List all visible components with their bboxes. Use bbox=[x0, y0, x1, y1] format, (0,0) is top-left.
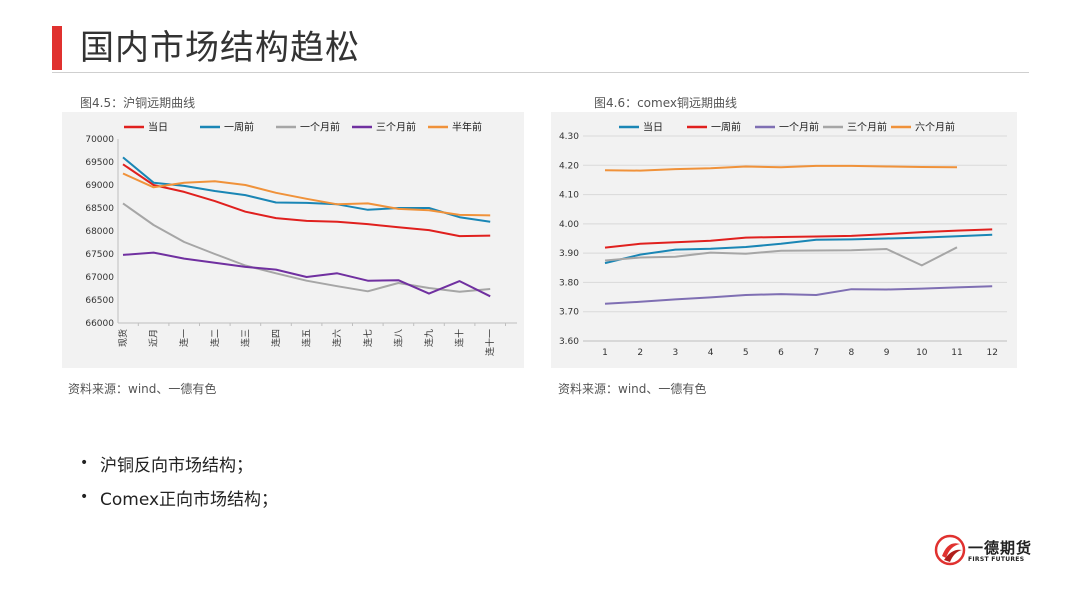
y-tick-label: 4.20 bbox=[559, 161, 579, 171]
title-accent-bar bbox=[52, 26, 62, 70]
x-tick-label: 2 bbox=[637, 348, 643, 358]
y-tick-label: 4.30 bbox=[559, 132, 579, 142]
chart-2-svg: 3.603.703.803.904.004.104.204.301 2 3 4 5 6 7 8… bbox=[559, 121, 1007, 358]
logo-english-name: FIRST FUTURES bbox=[968, 556, 1025, 563]
bullet-text: Comex正向市场结构； bbox=[100, 489, 279, 510]
y-tick-label: 3.90 bbox=[559, 249, 579, 259]
x-tick-label: 连三 bbox=[239, 329, 251, 347]
flame-swirl-logo-icon bbox=[934, 534, 966, 566]
y-tick-label: 66000 bbox=[85, 319, 114, 329]
chart-2-source: 资料来源：wind、一德有色 bbox=[558, 382, 707, 396]
series-line bbox=[122, 156, 491, 223]
legend-label: 一个月前 bbox=[300, 121, 340, 134]
series-line bbox=[604, 228, 993, 249]
x-tick-label: 连五 bbox=[301, 329, 313, 347]
company-logo: 一德期货 FIRST FUTURES bbox=[934, 534, 1034, 568]
bullet-text: 沪铜反向市场结构； bbox=[100, 455, 253, 476]
bullet-dot-icon: • bbox=[80, 489, 89, 505]
x-tick-label: 6 bbox=[778, 348, 784, 358]
series-line bbox=[604, 164, 958, 172]
y-tick-label: 69500 bbox=[85, 158, 114, 168]
x-tick-label: 连四 bbox=[270, 329, 282, 347]
x-tick-label: 11 bbox=[951, 348, 962, 358]
x-tick-label: 连二 bbox=[209, 329, 221, 347]
series-line bbox=[604, 246, 958, 267]
bullet-list: • 沪铜反向市场结构； • Comex正向市场结构； bbox=[80, 446, 278, 514]
chart-1-svg: 66000 66500 67000 67500 68000 68500 69000 69500… bbox=[85, 121, 517, 356]
y-tick-label: 4.00 bbox=[559, 220, 579, 230]
x-tick-label: 1 bbox=[602, 348, 608, 358]
x-tick-label: 10 bbox=[916, 348, 928, 358]
x-tick-label: 连十一 bbox=[484, 329, 496, 356]
series-line bbox=[604, 233, 993, 265]
bullet-item: • Comex正向市场结构； bbox=[80, 480, 278, 514]
bullet-item: • 沪铜反向市场结构； bbox=[80, 446, 278, 480]
y-tick-label: 4.10 bbox=[559, 191, 579, 201]
y-tick-label: 67000 bbox=[85, 273, 114, 283]
legend-label: 当日 bbox=[643, 121, 663, 134]
legend-label: 三个月前 bbox=[376, 121, 416, 134]
series-line bbox=[122, 202, 491, 293]
x-tick-label: 7 bbox=[813, 348, 819, 358]
comex-copper-forward-curve-chart: 3.60 3.70 3.80 3.90 4.00 4.10 4.20 4.30 1 2 3 4 5 6 7 8… bbox=[551, 112, 1017, 368]
y-tick-label: 66500 bbox=[85, 296, 114, 306]
x-tick-label: 连十 bbox=[454, 329, 466, 347]
series-line bbox=[122, 163, 491, 238]
x-tick-label: 12 bbox=[986, 348, 997, 358]
bullet-dot-icon: • bbox=[80, 455, 89, 471]
page-title: 国内市场结构趋松 bbox=[80, 28, 360, 68]
x-tick-label: 连八 bbox=[392, 329, 404, 347]
legend-label: 一个月前 bbox=[779, 121, 819, 134]
y-tick-label: 3.80 bbox=[559, 278, 579, 288]
y-tick-label: 70000 bbox=[85, 135, 114, 145]
legend-label: 一周前 bbox=[711, 121, 741, 134]
y-tick-label: 67500 bbox=[85, 250, 114, 260]
y-tick-label: 69000 bbox=[85, 181, 114, 191]
x-tick-label: 5 bbox=[743, 348, 749, 358]
x-tick-label: 4 bbox=[708, 348, 714, 358]
series-line bbox=[122, 172, 491, 217]
legend-label: 三个月前 bbox=[847, 121, 887, 134]
x-tick-label: 连一 bbox=[178, 329, 190, 347]
legend-label: 当日 bbox=[148, 121, 168, 134]
shfe-copper-forward-curve-chart: 66000 66500 67000 67500 68000 68500 69000 69500… bbox=[62, 112, 524, 368]
legend-label: 一周前 bbox=[224, 121, 254, 134]
x-tick-label: 近月 bbox=[148, 329, 160, 347]
x-tick-label: 9 bbox=[884, 348, 890, 358]
legend-label: 半年前 bbox=[452, 121, 482, 134]
series-line bbox=[122, 251, 491, 298]
y-tick-label: 68500 bbox=[85, 204, 114, 214]
legend-label: 六个月前 bbox=[915, 121, 955, 134]
y-tick-label: 3.70 bbox=[559, 308, 579, 318]
x-tick-label: 3 bbox=[673, 348, 679, 358]
chart-1-caption: 图4.5：沪铜远期曲线 bbox=[80, 96, 196, 110]
title-divider bbox=[52, 72, 1029, 73]
series-line bbox=[604, 285, 993, 305]
x-tick-label: 连六 bbox=[331, 329, 343, 347]
chart-1-source: 资料来源：wind、一德有色 bbox=[68, 382, 217, 396]
x-tick-label: 连七 bbox=[362, 329, 374, 347]
chart-2-caption: 图4.6：comex铜远期曲线 bbox=[594, 96, 737, 110]
x-tick-label: 8 bbox=[849, 348, 855, 358]
x-tick-label: 现货 bbox=[117, 329, 129, 347]
y-tick-label: 68000 bbox=[85, 227, 114, 237]
y-tick-label: 3.60 bbox=[559, 337, 579, 347]
x-tick-label: 连九 bbox=[423, 329, 435, 347]
logo-chinese-name: 一德期货 bbox=[968, 539, 1033, 557]
